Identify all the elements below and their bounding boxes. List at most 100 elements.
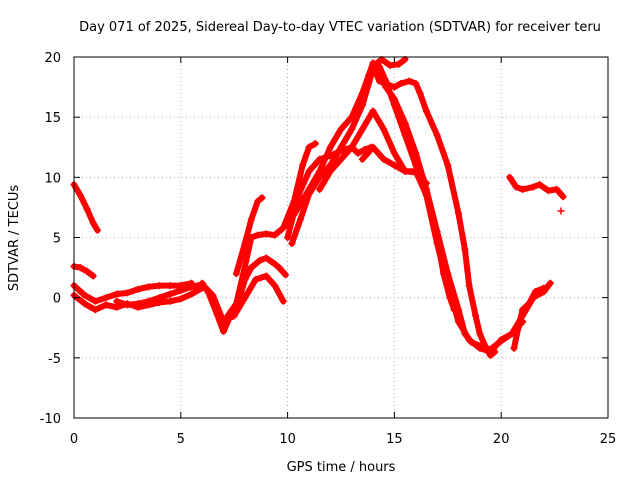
data-point-marker <box>83 267 91 275</box>
x-tick-label: 20 <box>493 432 510 447</box>
data-point-marker <box>258 194 266 202</box>
data-series <box>70 55 567 359</box>
series-arc-19 <box>557 207 565 215</box>
data-point-marker <box>380 155 388 163</box>
data-point-marker <box>375 77 383 85</box>
data-point-marker <box>476 330 484 338</box>
data-point-marker <box>412 169 420 177</box>
grid <box>74 57 608 418</box>
data-point-marker <box>271 231 279 239</box>
data-point-marker <box>316 167 324 175</box>
data-point-marker <box>247 215 255 223</box>
data-point-marker <box>279 297 287 305</box>
data-point-marker <box>433 234 441 241</box>
y-tick-label: 10 <box>44 171 61 186</box>
data-point-marker <box>390 83 398 91</box>
data-point-marker <box>241 262 249 270</box>
data-point-marker <box>497 337 505 345</box>
y-tick-label: 15 <box>44 111 61 126</box>
data-point-marker <box>155 282 163 290</box>
data-point-marker <box>254 231 262 239</box>
y-tick-label: 20 <box>44 51 61 66</box>
data-point-marker <box>247 264 255 272</box>
data-point-marker <box>187 283 195 291</box>
data-point-marker <box>166 290 174 298</box>
data-point-marker <box>177 295 185 303</box>
data-point-marker <box>531 288 539 296</box>
series-arc-01 <box>70 181 101 234</box>
data-point-marker <box>166 282 174 290</box>
y-tick-label: 0 <box>53 292 61 307</box>
data-point-marker <box>252 276 260 284</box>
data-point-marker <box>512 183 520 191</box>
data-point-marker <box>83 205 91 213</box>
data-point-marker <box>187 290 195 298</box>
data-point-marker <box>433 131 441 139</box>
data-point-marker <box>281 271 289 279</box>
data-point-marker <box>337 143 345 151</box>
data-point-marker <box>397 79 405 87</box>
data-point-marker <box>145 283 153 291</box>
data-point-marker <box>262 272 270 280</box>
data-point-marker <box>262 254 270 262</box>
data-point-marker <box>232 270 240 278</box>
x-tick-label: 10 <box>279 432 296 447</box>
data-point-marker <box>546 279 554 287</box>
data-point-marker <box>401 167 409 175</box>
data-point-marker <box>536 181 544 189</box>
data-point-marker <box>279 224 287 232</box>
data-point-marker <box>294 191 302 199</box>
data-point-marker <box>305 185 313 193</box>
data-point-marker <box>467 338 475 346</box>
x-axis-label: GPS time / hours <box>287 460 396 475</box>
data-point-marker <box>271 260 279 268</box>
data-point-marker <box>220 327 228 335</box>
data-point-marker <box>369 63 377 71</box>
data-point-marker <box>294 203 302 211</box>
data-point-marker <box>390 95 398 103</box>
data-point-marker <box>358 125 366 133</box>
chart-title: Day 071 of 2025, Sidereal Day-to-day VTE… <box>79 20 601 35</box>
data-point-marker <box>482 344 490 352</box>
data-point-marker <box>358 155 366 163</box>
data-point-marker <box>296 215 304 223</box>
axis-ticks: 0 5 10 15 20 25 -10 -5 0 5 10 15 20 <box>40 51 617 447</box>
series-arc-16 <box>316 107 430 193</box>
data-point-marker <box>305 143 313 151</box>
data-point-marker <box>316 185 324 193</box>
data-point-marker <box>177 286 185 294</box>
data-point-marker <box>525 300 533 308</box>
data-point-marker <box>487 351 495 359</box>
data-point-marker <box>284 221 292 229</box>
data-point-marker <box>514 324 522 332</box>
y-tick-label: -5 <box>48 352 61 367</box>
series-arc-04 <box>70 284 206 314</box>
data-point-marker <box>491 348 499 356</box>
data-point-marker <box>305 167 313 175</box>
data-point-marker <box>134 300 142 308</box>
data-point-marker <box>113 290 121 298</box>
y-axis-label: SDTVAR / TECUs <box>7 185 22 292</box>
data-point-marker <box>510 344 518 352</box>
series-arc-02 <box>70 262 97 280</box>
data-point-marker <box>76 191 84 199</box>
data-point-marker <box>369 107 377 115</box>
y-tick-label: -10 <box>40 412 61 427</box>
series-arc-05 <box>113 272 287 326</box>
data-point-marker <box>271 282 279 290</box>
data-point-marker <box>412 149 420 157</box>
data-point-marker <box>81 291 89 299</box>
x-tick-label: 25 <box>600 432 617 447</box>
series-arc-07 <box>224 140 319 320</box>
data-point-marker <box>155 294 163 302</box>
data-point-marker <box>422 179 430 187</box>
data-point-marker <box>375 63 383 71</box>
data-point-marker <box>93 226 101 234</box>
data-point-marker <box>444 161 452 169</box>
data-point-marker <box>544 187 552 195</box>
data-point-marker <box>559 193 567 201</box>
data-point-marker <box>557 207 565 215</box>
data-point-marker <box>102 301 110 309</box>
data-point-marker <box>390 161 398 169</box>
data-point-marker <box>123 289 131 297</box>
